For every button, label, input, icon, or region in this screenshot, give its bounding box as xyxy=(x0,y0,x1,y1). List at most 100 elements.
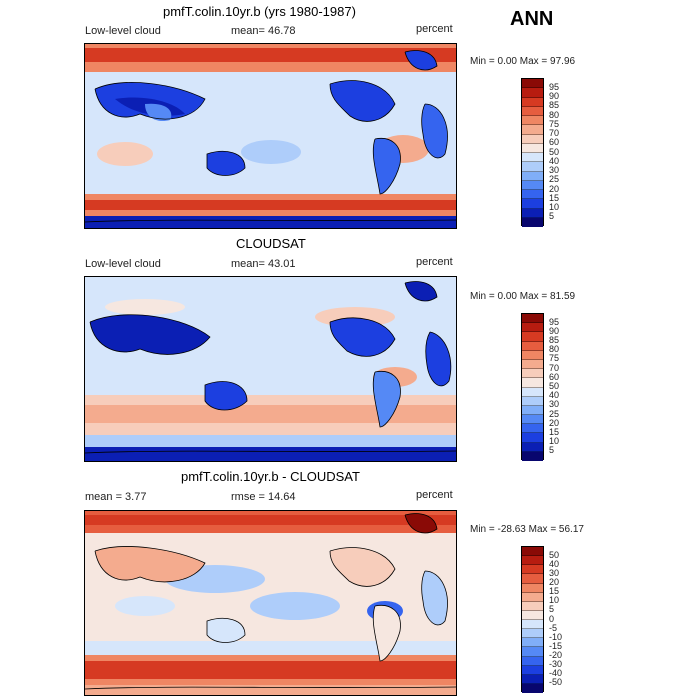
colorbar-tick-label: 70 xyxy=(549,362,560,373)
colorbar-tick-label: 10 xyxy=(549,202,560,212)
colorbar-tick-label: 95 xyxy=(549,81,560,92)
colorbar-tick-label: 75 xyxy=(549,118,560,129)
colorbar-tick-label: 85 xyxy=(549,335,560,346)
colorbar-swatch xyxy=(522,442,543,452)
colorbar-tick-label: 5 xyxy=(549,445,555,456)
colorbar-swatch xyxy=(522,433,543,443)
colorbar-swatch xyxy=(522,208,543,218)
colorbar-tick-label: 75 xyxy=(549,353,560,364)
colorbar-swatch xyxy=(522,656,543,666)
panel2-north-america xyxy=(330,317,395,357)
colorbar-swatch xyxy=(522,332,543,342)
colorbar-swatch xyxy=(522,314,543,324)
colorbar-tick-label: -30 xyxy=(549,659,563,670)
colorbar-tick-label: 20 xyxy=(549,577,560,587)
colorbar-swatch xyxy=(522,359,543,370)
colorbar-swatch xyxy=(522,143,543,153)
panel1-australia xyxy=(207,151,245,176)
colorbar-tick-label: 40 xyxy=(549,390,560,401)
colorbar-tick-label: 40 xyxy=(549,558,560,569)
colorbar-tick-label: 80 xyxy=(549,344,560,355)
panel2-africa xyxy=(425,332,451,386)
colorbar-tick-label: 30 xyxy=(549,399,560,410)
colorbar-tick-label: -15 xyxy=(549,640,563,651)
colorbar-tick-label: 30 xyxy=(549,567,560,578)
panel2-colorbar xyxy=(521,313,544,461)
colorbar-swatch xyxy=(522,665,543,675)
colorbar-tick-label: 20 xyxy=(549,417,560,428)
panel3-greenland xyxy=(405,513,437,533)
colorbar-swatch xyxy=(522,378,543,388)
colorbar-swatch xyxy=(522,153,543,163)
colorbar-swatch xyxy=(522,610,543,620)
colorbar-swatch xyxy=(522,601,543,611)
panel3-unit-label: percent xyxy=(416,489,453,501)
colorbar-swatch xyxy=(522,405,543,416)
colorbar-tick-label: 60 xyxy=(549,371,560,382)
panel1-variable-label: Low-level cloud xyxy=(85,25,161,37)
colorbar-swatch xyxy=(522,116,543,126)
colorbar-swatch xyxy=(522,341,543,351)
colorbar-swatch xyxy=(522,387,543,397)
colorbar-tick-label: -20 xyxy=(549,650,563,660)
colorbar-swatch xyxy=(522,190,543,200)
colorbar-tick-label: 25 xyxy=(549,408,560,419)
colorbar-tick-label: 0 xyxy=(549,613,555,624)
colorbar-swatch xyxy=(522,629,543,639)
panel3-title: pmfT.colin.10yr.b - CLOUDSAT xyxy=(181,469,360,484)
panel2-south-america xyxy=(373,371,401,427)
colorbar-tick-label: 50 xyxy=(549,381,560,391)
colorbar-tick-label: -40 xyxy=(549,668,563,679)
colorbar-swatch xyxy=(522,415,543,425)
colorbar-swatch xyxy=(522,451,543,461)
panel1-minmax: Min = 0.00 Max = 97.96 xyxy=(470,56,576,67)
colorbar-tick-label: 60 xyxy=(549,137,560,148)
colorbar-swatch xyxy=(522,323,543,333)
colorbar-swatch xyxy=(522,565,543,575)
panel3-minmax: Min = -28.63 Max = 56.17 xyxy=(470,524,584,535)
panel2-variable-label: Low-level cloud xyxy=(85,258,161,270)
panel3-mean-label: mean = 3.77 xyxy=(85,491,147,503)
colorbar-tick-label: 85 xyxy=(549,100,560,111)
panel3-south-america xyxy=(373,605,401,661)
panel2-map xyxy=(84,276,457,462)
colorbar-tick-label: 80 xyxy=(549,109,560,120)
panel1-south-america xyxy=(373,138,401,194)
colorbar-tick-label: 15 xyxy=(549,192,560,203)
colorbar-swatch xyxy=(522,350,543,360)
colorbar-swatch xyxy=(522,547,543,557)
colorbar-tick-label: 90 xyxy=(549,325,560,336)
panel2-unit-label: percent xyxy=(416,256,453,268)
colorbar-swatch xyxy=(522,88,543,98)
colorbar-swatch xyxy=(522,556,543,566)
colorbar-tick-label: 10 xyxy=(549,436,560,447)
colorbar-tick-label: 95 xyxy=(549,316,560,327)
panel1-map xyxy=(84,43,457,229)
panel2-mean-label: mean= 43.01 xyxy=(231,258,296,270)
colorbar-tick-label: 70 xyxy=(549,128,560,138)
colorbar-swatch xyxy=(522,592,543,602)
colorbar-swatch xyxy=(522,674,543,684)
panel3-colorbar xyxy=(521,546,544,693)
colorbar-tick-label: 90 xyxy=(549,91,560,101)
colorbar-tick-label: 10 xyxy=(549,595,560,606)
panel2-minmax: Min = 0.00 Max = 81.59 xyxy=(470,291,576,302)
colorbar-swatch xyxy=(522,162,543,172)
panel2-eurasia xyxy=(90,314,210,355)
panel2-title: CLOUDSAT xyxy=(236,236,306,251)
colorbar-tick-label: 50 xyxy=(549,549,560,560)
colorbar-swatch xyxy=(522,583,543,593)
colorbar-swatch xyxy=(522,396,543,406)
colorbar-tick-label: 15 xyxy=(549,426,560,437)
colorbar-swatch xyxy=(522,171,543,181)
colorbar-tick-label: 20 xyxy=(549,183,560,194)
colorbar-swatch xyxy=(522,424,543,434)
colorbar-swatch xyxy=(522,574,543,584)
panel3-north-america xyxy=(330,547,395,587)
panel2-australia xyxy=(205,381,247,410)
season-label: ANN xyxy=(510,8,554,30)
colorbar-tick-label: -5 xyxy=(549,622,558,633)
colorbar-swatch xyxy=(522,106,543,116)
colorbar-tick-label: -10 xyxy=(549,631,563,642)
colorbar-swatch xyxy=(522,620,543,630)
